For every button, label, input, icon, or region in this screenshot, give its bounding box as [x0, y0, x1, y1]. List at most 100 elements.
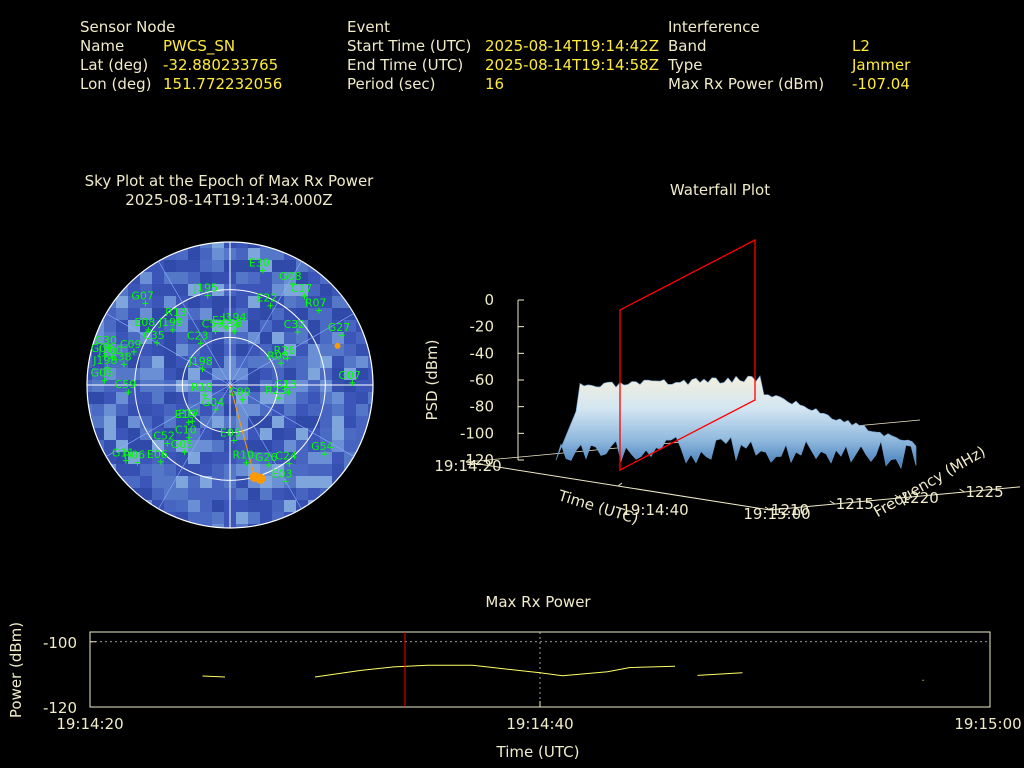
sky-satellite-label: G07 — [338, 369, 361, 382]
sky-cell — [212, 242, 224, 248]
sky-cell — [200, 368, 212, 380]
sky-cell — [320, 524, 332, 528]
sky-satellite-point — [301, 293, 308, 300]
interference-type-label: Type — [668, 56, 703, 74]
sky-cell — [128, 428, 140, 440]
sky-cell — [308, 320, 320, 332]
sky-cell — [308, 428, 320, 440]
sky-cell — [200, 260, 212, 272]
sky-cell — [152, 428, 164, 440]
sky-cell — [92, 404, 104, 416]
sky-cell — [296, 368, 308, 380]
sky-cell — [176, 524, 188, 528]
sky-cell — [200, 416, 212, 428]
sky-cell — [92, 500, 104, 512]
sky-cell — [284, 284, 296, 296]
sky-satellite-point — [266, 461, 273, 468]
sky-satellite-label: G26 — [255, 451, 278, 464]
sky-cell — [104, 260, 116, 272]
sky-cell — [260, 272, 272, 284]
sky-cell — [87, 308, 92, 320]
sky-cell — [356, 272, 368, 284]
sky-cell — [320, 512, 332, 524]
sky-cell — [116, 524, 128, 528]
sky-spoke — [229, 313, 354, 386]
sky-satellite-point — [101, 353, 108, 360]
sky-cell — [356, 308, 368, 320]
sensor-name-label: Name — [80, 37, 125, 55]
sky-cell — [188, 524, 200, 528]
sky-cell — [152, 344, 164, 356]
sky-cell — [320, 284, 332, 296]
sky-cell — [140, 500, 152, 512]
sky-cell — [344, 416, 356, 428]
sky-plot-title-text: Sky Plot at the Epoch of Max Rx Power — [84, 172, 374, 190]
sky-cell — [260, 284, 272, 296]
sky-cell — [284, 368, 296, 380]
sky-cell — [320, 344, 332, 356]
sky-cell — [296, 242, 308, 248]
sky-cell — [272, 272, 284, 284]
sky-satellite-label: J199 — [158, 316, 183, 329]
sky-satellite-label: R07 — [305, 296, 327, 309]
sky-cell — [188, 260, 200, 272]
sky-cell — [272, 452, 284, 464]
sky-cell — [356, 356, 368, 368]
sky-cell — [320, 380, 332, 392]
sky-satellite-label: R18 — [191, 381, 213, 394]
sky-cell — [87, 428, 92, 440]
sky-cell — [308, 272, 320, 284]
sky-cell — [332, 356, 344, 368]
sky-cell — [104, 320, 116, 332]
sky-satellite-label: C23 — [187, 329, 209, 342]
sky-cell — [116, 356, 128, 368]
sky-cell — [152, 332, 164, 344]
sky-cell — [164, 296, 176, 308]
sky-cell — [164, 284, 176, 296]
waterfall-time-tick — [769, 506, 775, 511]
sky-satellite-label: R10 — [233, 449, 255, 462]
sky-cell — [272, 476, 284, 488]
sky-cell — [332, 260, 344, 272]
sky-cell — [356, 242, 368, 248]
sky-cell — [164, 488, 176, 500]
sky-cell — [116, 512, 128, 524]
sky-cell — [332, 380, 344, 392]
sky-cell — [260, 380, 272, 392]
sky-cell — [344, 272, 356, 284]
sky-cell — [344, 488, 356, 500]
sky-cell — [176, 368, 188, 380]
sky-cell — [296, 308, 308, 320]
sky-cell — [344, 524, 356, 528]
sky-cell — [104, 368, 116, 380]
sky-cell — [308, 464, 320, 476]
sky-cell — [200, 488, 212, 500]
sky-cell — [236, 308, 248, 320]
sky-satellite-label: G08 — [279, 270, 302, 283]
sky-cell — [164, 380, 176, 392]
sky-satellite-point — [230, 437, 237, 444]
sky-cell — [248, 416, 260, 428]
sky-cell — [140, 368, 152, 380]
sky-cell — [236, 248, 248, 260]
sky-cell — [164, 356, 176, 368]
sky-satellite-point — [286, 460, 293, 467]
sky-cell — [92, 380, 104, 392]
sky-cell — [320, 296, 332, 308]
sky-cell — [164, 524, 176, 528]
sky-cell — [260, 344, 272, 356]
sky-cell — [188, 296, 200, 308]
sky-cell — [87, 524, 92, 528]
sky-cell — [296, 332, 308, 344]
sky-cell — [308, 356, 320, 368]
sky-satellite-point — [278, 360, 285, 367]
sky-cell — [200, 356, 212, 368]
sky-cell — [128, 500, 140, 512]
sky-cell — [128, 242, 140, 248]
sky-cell — [92, 416, 104, 428]
sky-cell — [368, 500, 373, 512]
sky-satellite-label: J100 — [97, 344, 122, 357]
sky-cell — [128, 380, 140, 392]
sky-cell — [104, 344, 116, 356]
